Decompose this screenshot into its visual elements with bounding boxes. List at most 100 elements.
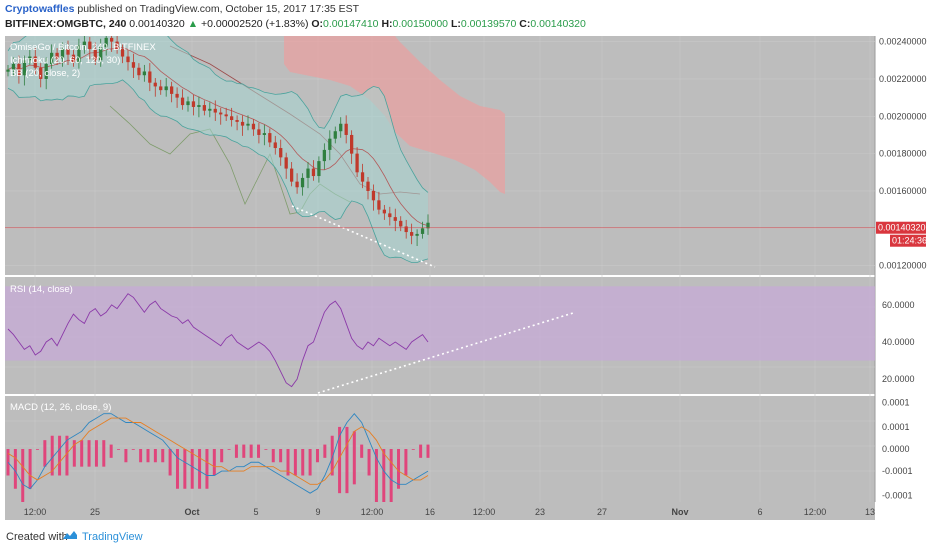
macd-hist-bar xyxy=(43,440,47,467)
rsi-tick-label: 60.0000 xyxy=(882,300,915,310)
macd-hist-bar xyxy=(382,449,386,502)
candle-body xyxy=(246,123,250,126)
chart-canvas[interactable]: OmiseGo / Bitcoin, 240, BITFINEX Ichimok… xyxy=(0,34,932,522)
price-tick-label: 0.00240000 xyxy=(879,37,927,47)
price-change: +0.00002520 (+1.83%) xyxy=(201,18,309,30)
macd-hist-bar xyxy=(323,444,327,458)
published-text: published on TradingView.com, October 15… xyxy=(77,3,360,15)
countdown-tag xyxy=(890,234,926,247)
time-tick-label: 23 xyxy=(535,507,545,517)
candle-body xyxy=(120,49,125,57)
macd-hist-bar xyxy=(367,449,371,476)
macd-hist-bar xyxy=(146,449,150,463)
macd-hist-bar xyxy=(168,449,172,476)
candle-body xyxy=(404,226,408,233)
candle-body xyxy=(153,82,157,87)
time-tick-label: 6 xyxy=(757,507,762,517)
candle-body xyxy=(350,134,354,154)
candle-body xyxy=(33,56,37,68)
candle-body xyxy=(55,52,59,59)
price-tick-label: 0.00220000 xyxy=(879,74,927,84)
high-value: 0.00150000 xyxy=(392,18,449,30)
candle-body xyxy=(224,114,228,117)
candle-body xyxy=(71,54,76,63)
candle-body xyxy=(202,105,206,111)
candle-body xyxy=(60,49,65,59)
rsi-tick-label: 20.0000 xyxy=(882,374,915,384)
candle-body xyxy=(22,60,26,76)
macd-hist-bar xyxy=(183,449,187,489)
macd-hist-bar xyxy=(87,440,91,467)
macd-hist-bar xyxy=(360,444,364,458)
rsi-tick-label: 40.0000 xyxy=(882,337,915,347)
last-price: 0.00140320 xyxy=(129,18,185,30)
footer: Created with TradingView xyxy=(0,522,932,550)
close-value: 0.00140320 xyxy=(530,18,586,30)
candle-body xyxy=(110,37,114,42)
time-axis[interactable] xyxy=(5,502,875,520)
macd-hist-bar xyxy=(279,449,283,463)
candle-body xyxy=(410,232,414,236)
grid-lines xyxy=(5,36,875,502)
candle-body xyxy=(388,213,392,218)
time-tick-label: 12:00 xyxy=(24,507,47,517)
macd-hist-bar xyxy=(293,449,297,476)
price-axis[interactable] xyxy=(875,36,932,502)
bb-fill xyxy=(8,36,428,263)
macd-hist-bar xyxy=(249,444,253,458)
candle-body xyxy=(208,108,212,111)
low-label: L: xyxy=(450,18,461,30)
ichimoku-cloud xyxy=(284,36,505,194)
macd-hist-bar xyxy=(161,449,165,463)
candle-body xyxy=(317,161,321,177)
created-with-text: Created with xyxy=(6,531,68,543)
candle-body xyxy=(306,168,310,178)
candle-body xyxy=(82,41,86,46)
macd-hist-bar xyxy=(264,449,268,450)
time-tick-label: 12:00 xyxy=(804,507,827,517)
candle-body xyxy=(268,133,272,143)
macd-hist-bar xyxy=(153,449,157,463)
candle-body xyxy=(28,56,32,61)
candle-body xyxy=(279,148,283,158)
macd-hist-bar xyxy=(242,444,246,458)
macd-hist-bar xyxy=(352,431,356,485)
macd-hist-bar xyxy=(21,449,25,502)
candle-body xyxy=(180,97,185,106)
candle-body xyxy=(170,86,174,94)
macd-hist-bar xyxy=(175,449,179,489)
macd-tick-label: 0.0001 xyxy=(882,422,910,432)
macd-hist-bar xyxy=(301,449,305,476)
rsi-legend: RSI (14, close) xyxy=(10,284,73,295)
candle-body xyxy=(366,181,370,191)
publish-line: Cryptowaffles published on TradingView.c… xyxy=(5,3,359,15)
macd-hist-bar xyxy=(257,444,261,458)
time-tick-label: 12:00 xyxy=(473,507,496,517)
candle-body xyxy=(257,129,261,135)
time-axis-ticks: 12:00 25 Oct 5 9 12:00 16 12:00 23 27 Nov 6 12:00 13 xyxy=(24,507,875,517)
candle-body xyxy=(399,220,403,227)
price-candles xyxy=(6,36,430,247)
macd-hist-bar xyxy=(190,449,194,489)
candle-body xyxy=(420,228,425,234)
candle-body xyxy=(77,45,81,63)
price-tick-label: 0.00180000 xyxy=(879,149,927,159)
macd-hist-bar xyxy=(389,449,393,502)
macd-hist-bar xyxy=(374,449,378,502)
macd-hist-bar xyxy=(397,449,401,489)
time-tick-label: 27 xyxy=(597,507,607,517)
macd-panel[interactable] xyxy=(5,396,875,502)
candle-body xyxy=(142,71,146,76)
macd-hist-bar xyxy=(227,449,231,450)
ichimoku-legend: Ichimoku (20, 60, 120, 30) xyxy=(10,55,120,66)
author-link[interactable]: Cryptowaffles xyxy=(5,3,75,15)
macd-hist-bar xyxy=(109,444,113,458)
candle-body xyxy=(393,217,397,221)
price-trendline xyxy=(291,205,436,268)
macd-hist-bar xyxy=(315,449,319,463)
macd-hist-bar xyxy=(308,449,312,476)
macd-hist-bar xyxy=(13,449,17,489)
tradingview-link[interactable]: TradingView xyxy=(82,531,143,543)
candle-body xyxy=(159,86,163,91)
candle-body xyxy=(164,86,168,91)
